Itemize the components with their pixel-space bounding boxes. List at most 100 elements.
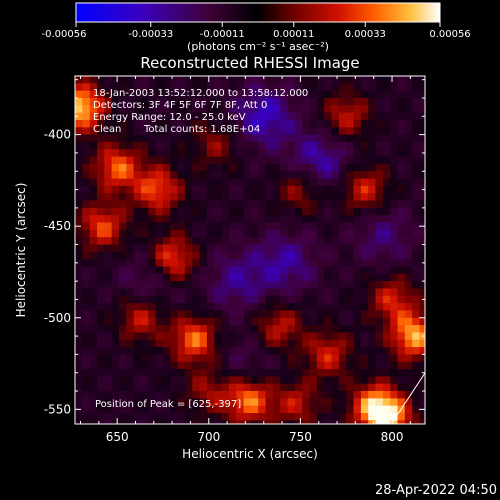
heatmap-cell xyxy=(368,185,377,194)
heatmap-cell xyxy=(228,141,237,150)
heatmap-cell xyxy=(192,156,201,165)
heatmap-cell xyxy=(331,391,340,399)
heatmap-cell xyxy=(390,90,399,99)
heatmap-cell xyxy=(338,98,347,106)
heatmap-cell xyxy=(280,149,289,158)
heatmap-cell xyxy=(265,391,274,399)
heatmap-cell xyxy=(148,207,157,216)
heatmap-cell xyxy=(427,237,435,245)
heatmap-cell xyxy=(148,376,157,385)
heatmap-cell xyxy=(228,120,237,128)
heatmap-cell xyxy=(346,134,355,143)
heatmap-cell xyxy=(280,200,289,209)
heatmap-cell xyxy=(243,295,252,304)
heatmap-cell xyxy=(382,215,391,224)
heatmap-cell xyxy=(141,98,149,106)
heatmap-cell xyxy=(111,134,120,143)
heatmap-cell xyxy=(412,259,421,268)
heatmap-cell xyxy=(111,251,120,260)
heatmap-cell xyxy=(294,207,303,216)
heatmap-cell xyxy=(360,237,369,246)
heatmap-cell xyxy=(243,185,252,194)
heatmap-cell xyxy=(221,200,230,209)
heatmap-cell xyxy=(419,200,425,209)
heatmap-cell xyxy=(243,383,252,392)
heatmap-cell xyxy=(331,420,340,424)
heatmap-cell xyxy=(368,156,377,165)
heatmap-cell xyxy=(390,156,399,165)
heatmap-cell xyxy=(170,171,179,180)
heatmap-cell xyxy=(346,295,355,304)
heatmap-cell xyxy=(265,354,274,363)
heatmap-cell xyxy=(119,383,127,392)
heatmap-cell xyxy=(390,83,399,92)
heatmap-cell xyxy=(324,163,333,172)
heatmap-cell xyxy=(280,83,289,92)
heatmap-cell xyxy=(184,310,193,319)
heatmap-cell xyxy=(404,127,413,136)
heatmap-cell xyxy=(236,237,245,246)
heatmap-cell xyxy=(155,317,164,326)
heatmap-cell xyxy=(141,83,149,92)
heatmap-cell xyxy=(141,141,149,150)
heatmap-cell xyxy=(360,222,369,231)
heatmap-cell xyxy=(258,317,267,326)
heatmap-cell xyxy=(427,91,435,99)
heatmap-cell xyxy=(199,207,208,216)
heatmap-cell xyxy=(119,185,127,194)
colorbar-ticks: -0.00056 -0.00033 -0.00011 0.00011 0.00033 0.… xyxy=(42,22,471,40)
heatmap-cell xyxy=(104,332,113,341)
heatmap-cell xyxy=(309,376,318,385)
heatmap-cell xyxy=(353,76,362,84)
heatmap-cell xyxy=(412,98,421,106)
heatmap-cell xyxy=(294,288,303,297)
heatmap-cell xyxy=(155,347,164,355)
heatmap-cell xyxy=(221,332,230,341)
heatmap-cell xyxy=(390,193,399,202)
heatmap-cell xyxy=(390,178,399,187)
heatmap-cell xyxy=(236,391,245,399)
heatmap-cell xyxy=(148,229,157,238)
heatmap-cell xyxy=(75,134,83,143)
heatmap-cell xyxy=(419,251,425,260)
heatmap-cell xyxy=(346,120,355,128)
heatmap-cell xyxy=(265,332,274,341)
heatmap-cell xyxy=(199,347,208,355)
heatmap-cell xyxy=(280,120,289,128)
heatmap-cell xyxy=(368,354,377,363)
heatmap-cell xyxy=(375,105,384,114)
heatmap-cell xyxy=(294,200,303,209)
heatmap-cell xyxy=(360,325,369,333)
heatmap-cell xyxy=(155,237,164,246)
heatmap-cell xyxy=(272,171,281,180)
heatmap-cell xyxy=(265,281,274,289)
heatmap-cell xyxy=(89,141,98,150)
heatmap-cell xyxy=(316,237,325,246)
heatmap-cell xyxy=(148,171,157,180)
heatmap-cell xyxy=(324,281,333,289)
heatmap-cell xyxy=(82,332,91,341)
heatmap-cell xyxy=(214,325,223,333)
heatmap-cell xyxy=(287,185,296,194)
heatmap-cell xyxy=(397,83,406,92)
heatmap-cell xyxy=(82,207,91,216)
heatmap-cell xyxy=(126,303,135,311)
heatmap-cell xyxy=(258,149,267,158)
heatmap-cell xyxy=(353,405,362,414)
heatmap-cell xyxy=(316,98,325,106)
heatmap-cell xyxy=(184,391,193,399)
heatmap-cell xyxy=(427,318,435,326)
heatmap-cell xyxy=(163,266,171,275)
heatmap-cell xyxy=(338,229,347,238)
heatmap-cell xyxy=(214,251,223,260)
heatmap-cell xyxy=(265,178,274,187)
heatmap-cell xyxy=(280,90,289,99)
heatmap-cell xyxy=(89,266,98,275)
heatmap-cell xyxy=(302,281,311,289)
heatmap-cell xyxy=(141,193,149,202)
heatmap-cell xyxy=(368,244,377,253)
heatmap-cell xyxy=(243,317,252,326)
heatmap-cell xyxy=(163,200,171,209)
heatmap-cell xyxy=(368,112,377,121)
heatmap-cell xyxy=(155,215,164,224)
